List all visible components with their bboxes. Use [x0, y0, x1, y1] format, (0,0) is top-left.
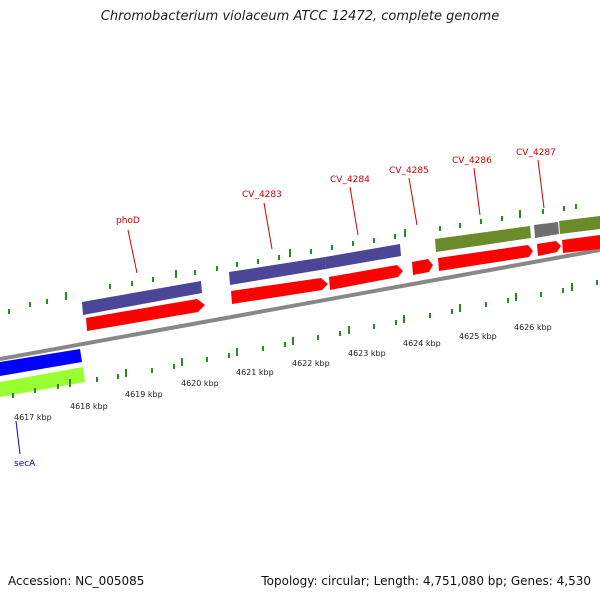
leader-cv4284: [349, 186, 359, 236]
scale-labels: 4617 kbp 4618 kbp 4619 kbp 4620 kbp 4621…: [14, 323, 552, 422]
upper-tick-row: [8, 204, 577, 314]
cds-arrow-right[interactable]: [562, 235, 600, 253]
scale-label: 4619 kbp: [125, 390, 163, 399]
scale-label: 4620 kbp: [181, 379, 219, 388]
leader-cv4285: [408, 177, 418, 226]
genome-backbone: [0, 248, 600, 361]
scale-label: 4625 kbp: [459, 332, 497, 341]
scale-label: 4623 kbp: [348, 349, 386, 358]
gene-label-phod[interactable]: phoD: [116, 216, 140, 226]
map-title: Chromobacterium violaceum ATCC 12472, co…: [100, 9, 500, 24]
leader-seca: [15, 420, 21, 455]
gene-label-seca[interactable]: secA: [14, 459, 36, 469]
feature-purple-cv4283[interactable]: [229, 257, 326, 285]
feature-gray-cv4287[interactable]: [534, 222, 559, 238]
leader-cv4283: [263, 202, 273, 250]
scale-label: 4617 kbp: [14, 413, 52, 422]
gene-leader-lines: [15, 159, 545, 455]
leader-phod: [127, 229, 138, 274]
scale-label: 4618 kbp: [70, 402, 108, 411]
feature-olive-right[interactable]: [559, 216, 600, 234]
gene-label-cv4287[interactable]: CV_4287: [516, 148, 556, 158]
gene-label-cv4286[interactable]: CV_4286: [452, 156, 492, 166]
cds-arrow-cv4287[interactable]: [537, 241, 561, 256]
feature-purple-cv4284[interactable]: [325, 244, 401, 269]
scale-label: 4626 kbp: [514, 323, 552, 332]
cds-arrow-cv4286[interactable]: [438, 245, 533, 271]
cds-arrow-phod[interactable]: [86, 299, 205, 331]
cds-arrow-cv4285[interactable]: [412, 259, 433, 275]
lower-tick-row: [12, 280, 598, 398]
genome-summary-text: Topology: circular; Length: 4,751,080 bp…: [261, 574, 591, 588]
gene-label-cv4283[interactable]: CV_4283: [242, 190, 282, 200]
cds-arrow-cv4284[interactable]: [329, 265, 403, 290]
leader-cv4287: [537, 159, 545, 209]
feature-lime[interactable]: [0, 367, 85, 397]
scale-label: 4622 kbp: [292, 359, 330, 368]
gene-label-cv4285[interactable]: CV_4285: [389, 166, 429, 176]
scale-label: 4621 kbp: [236, 368, 274, 377]
feature-purple-phod[interactable]: [82, 281, 202, 315]
leader-cv4286: [473, 167, 481, 216]
scale-label: 4624 kbp: [403, 339, 441, 348]
gene-label-cv4284[interactable]: CV_4284: [330, 175, 370, 185]
cds-arrow-cv4283[interactable]: [231, 278, 328, 304]
feature-blue-sec[interactable]: [0, 349, 82, 376]
feature-olive-cv4286[interactable]: [435, 226, 531, 252]
accession-text: Accession: NC_005085: [8, 574, 145, 588]
